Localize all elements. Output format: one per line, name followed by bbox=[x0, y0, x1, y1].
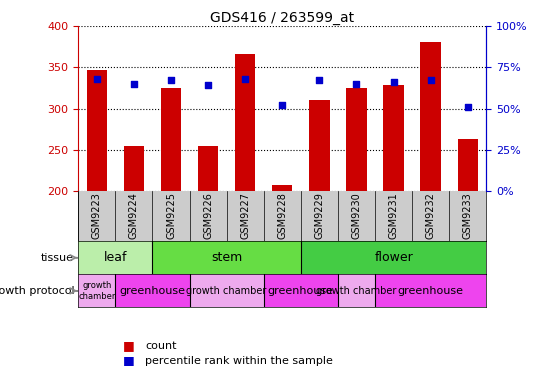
Text: GSM9233: GSM9233 bbox=[463, 192, 473, 239]
Point bbox=[241, 76, 250, 82]
Text: growth
chamber: growth chamber bbox=[78, 281, 116, 300]
Bar bbox=[420, 42, 441, 191]
Bar bbox=[458, 139, 478, 191]
Text: growth chamber: growth chamber bbox=[187, 286, 267, 296]
Bar bbox=[161, 88, 181, 191]
Text: GSM9232: GSM9232 bbox=[426, 192, 435, 239]
Text: stem: stem bbox=[211, 251, 242, 264]
Text: GSM9224: GSM9224 bbox=[129, 192, 139, 239]
Text: growth chamber: growth chamber bbox=[316, 286, 397, 296]
Title: GDS416 / 263599_at: GDS416 / 263599_at bbox=[210, 11, 354, 25]
Text: GSM9230: GSM9230 bbox=[352, 192, 362, 239]
Bar bbox=[78, 274, 115, 307]
Text: GSM9223: GSM9223 bbox=[92, 192, 102, 239]
Text: GSM9229: GSM9229 bbox=[314, 192, 324, 239]
Bar bbox=[87, 70, 107, 191]
Bar bbox=[78, 241, 153, 274]
Point bbox=[203, 82, 212, 88]
Text: GSM9226: GSM9226 bbox=[203, 192, 213, 239]
Text: greenhouse: greenhouse bbox=[268, 286, 334, 296]
Bar bbox=[346, 88, 367, 191]
Bar bbox=[115, 274, 190, 307]
Bar bbox=[264, 274, 338, 307]
Text: GSM9225: GSM9225 bbox=[166, 192, 176, 239]
Text: flower: flower bbox=[374, 251, 413, 264]
Text: percentile rank within the sample: percentile rank within the sample bbox=[145, 355, 333, 366]
Text: ■: ■ bbox=[123, 354, 135, 366]
Text: count: count bbox=[145, 341, 177, 351]
Bar bbox=[124, 146, 144, 191]
Point bbox=[426, 77, 435, 83]
Bar bbox=[198, 146, 219, 191]
Text: ■: ■ bbox=[123, 339, 135, 352]
Bar bbox=[309, 100, 330, 191]
Text: greenhouse: greenhouse bbox=[397, 286, 463, 296]
Text: tissue: tissue bbox=[41, 253, 74, 263]
Point bbox=[92, 76, 101, 82]
Point bbox=[389, 79, 398, 85]
Text: growth protocol: growth protocol bbox=[0, 286, 74, 296]
Bar bbox=[301, 241, 486, 274]
Bar bbox=[375, 274, 486, 307]
Text: leaf: leaf bbox=[103, 251, 127, 264]
Bar bbox=[235, 54, 255, 191]
Bar bbox=[338, 274, 375, 307]
Point bbox=[315, 77, 324, 83]
Text: greenhouse: greenhouse bbox=[120, 286, 186, 296]
Point bbox=[352, 81, 361, 87]
Point bbox=[463, 104, 472, 110]
Bar bbox=[153, 241, 301, 274]
Bar bbox=[383, 85, 404, 191]
Text: GSM9231: GSM9231 bbox=[389, 192, 399, 239]
Bar bbox=[272, 185, 292, 191]
Bar bbox=[190, 274, 264, 307]
Point bbox=[167, 77, 176, 83]
Point bbox=[278, 102, 287, 108]
Point bbox=[130, 81, 139, 87]
Text: GSM9228: GSM9228 bbox=[277, 192, 287, 239]
Text: GSM9227: GSM9227 bbox=[240, 192, 250, 239]
